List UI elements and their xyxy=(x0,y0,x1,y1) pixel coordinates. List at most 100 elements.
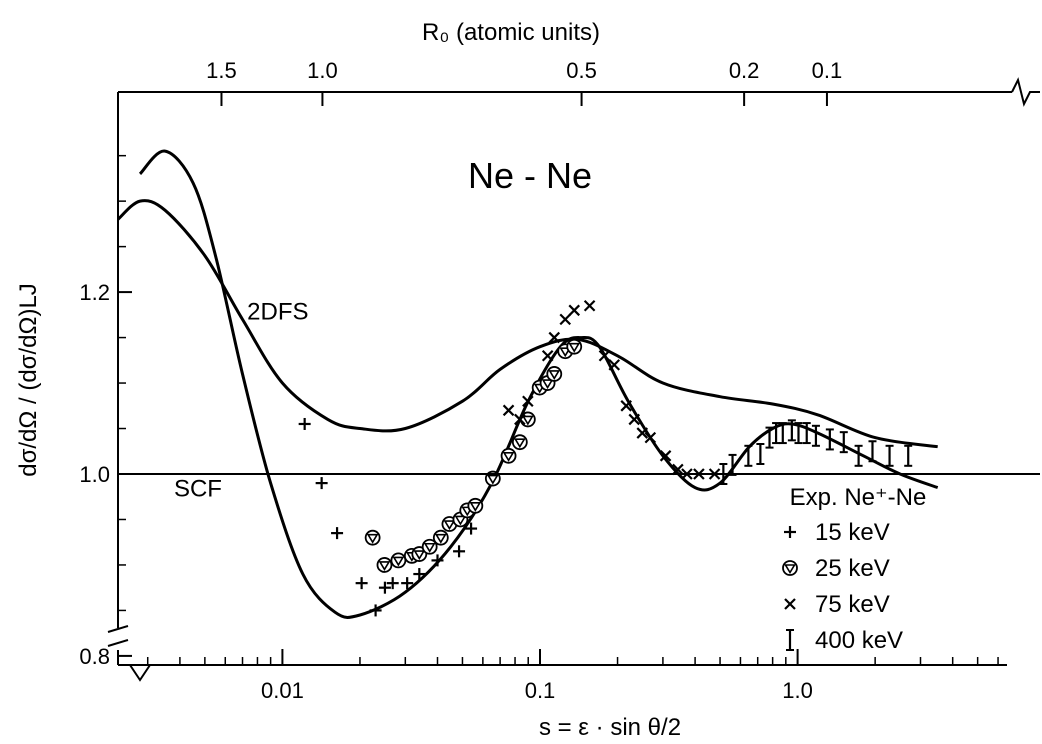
triangle-shape xyxy=(541,379,554,390)
x-axis-title: s = ε · sin θ/2 xyxy=(539,714,681,741)
triangle-shape xyxy=(486,474,499,485)
errorbar-marker xyxy=(794,422,803,445)
plus-marker xyxy=(298,417,311,430)
top-axis-title: R₀ (atomic units) xyxy=(422,19,600,46)
triangle-shape xyxy=(513,438,526,449)
curve-label: SCF xyxy=(174,476,222,503)
cross-marker xyxy=(620,400,632,412)
legend-label: 75 keV xyxy=(815,591,890,618)
errorbar-marker xyxy=(778,422,787,445)
cross-marker xyxy=(568,304,581,317)
plus-marker xyxy=(331,527,344,540)
plus-marker xyxy=(386,577,399,590)
legend-label: 15 keV xyxy=(815,519,890,546)
x-axis-break-mark xyxy=(129,664,151,682)
y-axis-break-mark xyxy=(107,625,129,647)
plus-marker xyxy=(431,554,444,567)
cross-b xyxy=(620,400,632,412)
triangle-shape xyxy=(454,515,467,526)
cross-marker xyxy=(548,331,561,344)
legend-label: 25 keV xyxy=(815,555,890,582)
errorbar-marker xyxy=(765,426,774,449)
cross-b xyxy=(598,349,611,362)
errorbar-marker xyxy=(811,424,820,447)
top-tick-label: 0.5 xyxy=(566,58,597,83)
cross-b xyxy=(659,450,672,462)
triangle-shape xyxy=(548,370,561,381)
y-tick-label: 1.0 xyxy=(79,462,110,487)
triangle-shape xyxy=(392,556,405,567)
errorbar-marker xyxy=(839,431,848,454)
triangle-shape xyxy=(378,561,391,572)
plus-marker xyxy=(369,604,382,617)
top-tick-label: 0.2 xyxy=(729,58,760,83)
curve-label: 2DFS xyxy=(247,298,308,325)
cross-b xyxy=(514,413,526,426)
plus-marker xyxy=(315,477,328,490)
triangle-marker xyxy=(782,560,798,576)
triangle-marker xyxy=(566,338,583,355)
plus-marker xyxy=(413,568,426,581)
errorbar-marker xyxy=(854,444,863,467)
top-tick-label: 0.1 xyxy=(812,58,843,83)
chart-title: Ne - Ne xyxy=(468,155,592,196)
legend-label: 400 keV xyxy=(815,627,903,654)
triangle-marker xyxy=(519,411,536,428)
tick-layer: 0.01 0.1 1.0 0.8 1.0 1.2 1.5 1.0 0.5 0.2 0.1 2DFS SC… xyxy=(79,58,999,703)
plus-marker xyxy=(465,522,478,535)
triangle-shape xyxy=(469,502,482,512)
cross-b xyxy=(644,431,657,444)
legend-title: Exp. Ne⁺-Ne xyxy=(790,484,927,511)
cross-marker xyxy=(598,349,611,362)
top-tick-label: 1.0 xyxy=(307,58,338,83)
errorbar-marker xyxy=(825,428,834,451)
plus-marker xyxy=(453,545,466,558)
cross-marker xyxy=(659,450,672,462)
curves-layer xyxy=(116,149,939,619)
y-axis-title: dσ/dΩ / (dσ/dΩ)LJ xyxy=(15,283,42,477)
triangle-marker xyxy=(421,538,438,555)
cross-marker xyxy=(559,313,572,326)
x-tick-label: 0.01 xyxy=(261,678,304,703)
cross-b xyxy=(784,598,796,610)
cross-marker xyxy=(644,431,657,444)
cross-marker xyxy=(628,413,641,426)
cross-b xyxy=(559,313,572,326)
triangle-shape xyxy=(423,542,436,553)
cross-b xyxy=(583,299,596,312)
triangle-shape xyxy=(559,347,572,358)
triangle-shape xyxy=(521,415,534,426)
top-tick-label: 1.5 xyxy=(206,58,237,83)
plus-marker xyxy=(401,577,414,590)
triangle-marker xyxy=(432,529,449,546)
legend: 15 keV 25 keV 75 keV 400 keV xyxy=(782,519,903,654)
triangle-marker xyxy=(546,366,563,382)
x-tick-label: 1.0 xyxy=(782,678,813,703)
triangle-shape xyxy=(443,520,456,531)
triangle-marker xyxy=(511,434,528,451)
cross-b xyxy=(672,463,684,476)
top-axis-break-mark xyxy=(1011,77,1040,107)
triangle-marker xyxy=(467,497,484,514)
cross-marker xyxy=(636,427,649,439)
cross-b xyxy=(522,395,534,408)
axes-frame xyxy=(107,77,1040,682)
triangle-shape xyxy=(366,533,379,544)
y-tick-label: 0.8 xyxy=(79,644,110,669)
triangle-shape xyxy=(413,550,426,561)
cross-b xyxy=(608,359,621,371)
plus-marker xyxy=(378,581,391,594)
x-tick-label: 0.1 xyxy=(525,678,556,703)
cross-b xyxy=(548,331,561,344)
triangle-marker xyxy=(376,557,393,573)
cross-marker xyxy=(541,349,554,362)
cross-b xyxy=(628,413,641,426)
errorbar-marker xyxy=(787,419,796,442)
cross-marker xyxy=(784,598,796,610)
plus-marker xyxy=(784,526,796,538)
cross-marker xyxy=(672,463,684,476)
triangle-marker xyxy=(390,552,407,569)
cross-marker xyxy=(608,359,621,371)
errorbar-marker xyxy=(802,422,811,445)
plus-marker xyxy=(355,577,368,590)
